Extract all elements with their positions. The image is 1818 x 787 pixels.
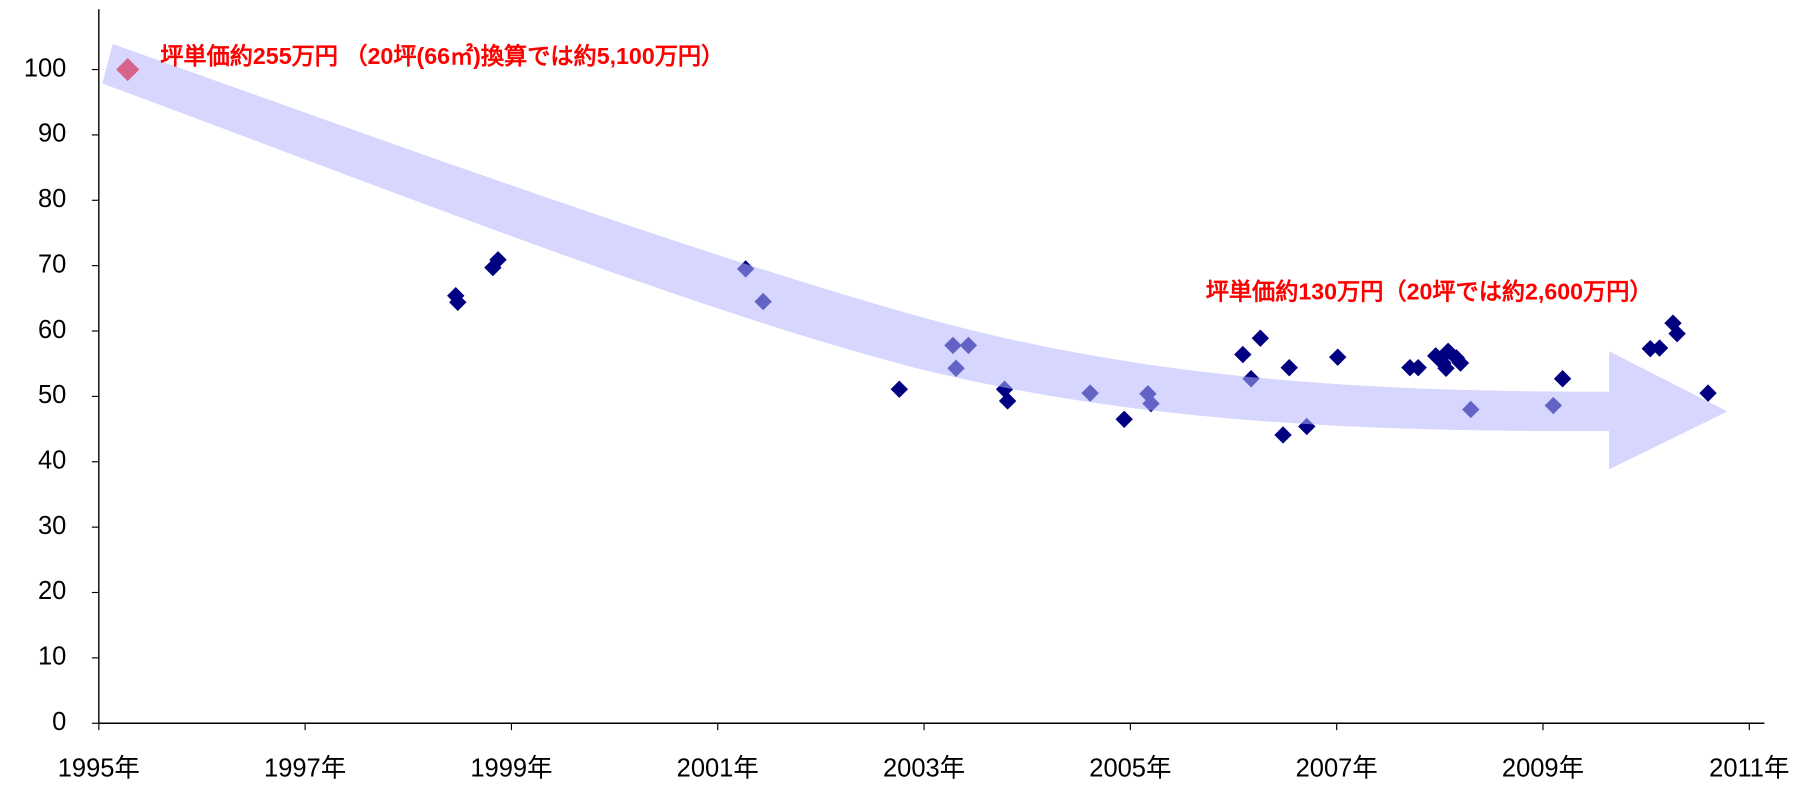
x-tick-label: 1999年	[470, 754, 552, 782]
x-tick-label: 2003年	[883, 754, 965, 782]
x-tick-label: 2011年	[1709, 754, 1789, 782]
points	[116, 57, 1717, 444]
point	[1115, 410, 1133, 428]
point	[1409, 358, 1427, 377]
point	[1280, 358, 1298, 377]
x-tick-label: 1997年	[264, 754, 346, 782]
point	[489, 251, 507, 269]
y-tick-label: 30	[38, 512, 66, 540]
y-tick-label: 80	[38, 185, 66, 213]
y-tick-label: 0	[52, 708, 66, 736]
point	[890, 380, 909, 398]
point	[1451, 354, 1470, 372]
x-tick-label: 2007年	[1296, 754, 1378, 782]
y-tick-label: 20	[38, 577, 66, 605]
point	[1650, 339, 1669, 357]
x-tick-label: 2009年	[1502, 754, 1584, 782]
x-tick-label: 2005年	[1089, 754, 1171, 782]
point	[1329, 348, 1347, 366]
y-tick-label: 60	[38, 316, 66, 344]
y-tick-label: 70	[38, 250, 66, 278]
point	[1251, 329, 1270, 347]
point	[1234, 345, 1252, 364]
y-tick-label: 90	[38, 120, 66, 148]
point	[1699, 384, 1717, 402]
point	[1553, 370, 1572, 388]
point	[1274, 426, 1292, 444]
x-tick-label: 2001年	[677, 754, 759, 782]
point	[449, 293, 467, 311]
point	[1437, 359, 1455, 377]
trend-arrow	[102, 44, 1728, 470]
y-tick-label: 10	[38, 643, 66, 671]
annotation: 坪単価約255万円 （20坪(66㎡)換算では約5,100万円）	[160, 43, 724, 69]
y-tick-label: 40	[38, 447, 66, 475]
annotation: 坪単価約130万円（20坪では約2,600万円）	[1206, 278, 1653, 304]
y-tick-label: 100	[24, 54, 67, 82]
y-tick-label: 50	[38, 381, 66, 409]
x-tick-label: 1995年	[58, 754, 140, 782]
